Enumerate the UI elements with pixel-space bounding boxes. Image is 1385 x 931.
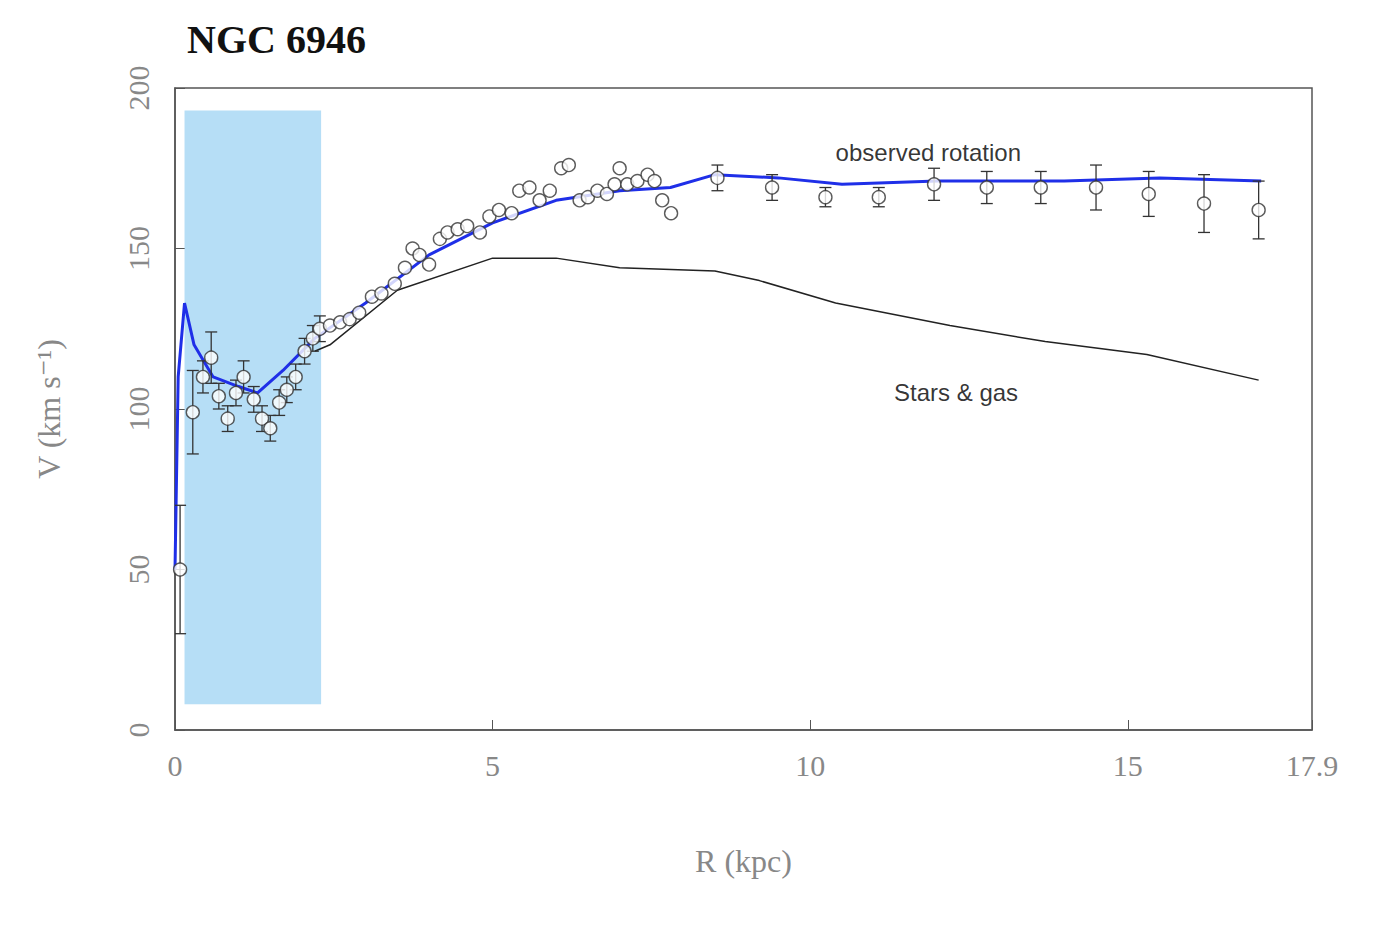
svg-text:Stars & gas: Stars & gas [894,379,1018,406]
svg-text:10: 10 [795,749,825,782]
svg-text:100: 100 [122,387,155,432]
svg-text:NGC 6946: NGC 6946 [187,17,366,62]
svg-text:150: 150 [122,226,155,271]
svg-text:15: 15 [1113,749,1143,782]
svg-text:0: 0 [122,723,155,738]
svg-text:200: 200 [122,66,155,111]
svg-text:R (kpc): R (kpc) [695,843,792,879]
svg-text:17.9: 17.9 [1286,749,1339,782]
svg-text:5: 5 [485,749,500,782]
svg-text:0: 0 [168,749,183,782]
svg-text:50: 50 [122,555,155,585]
svg-text:observed rotation: observed rotation [836,139,1021,166]
svg-text:V (km s⁻¹): V (km s⁻¹) [31,339,67,479]
